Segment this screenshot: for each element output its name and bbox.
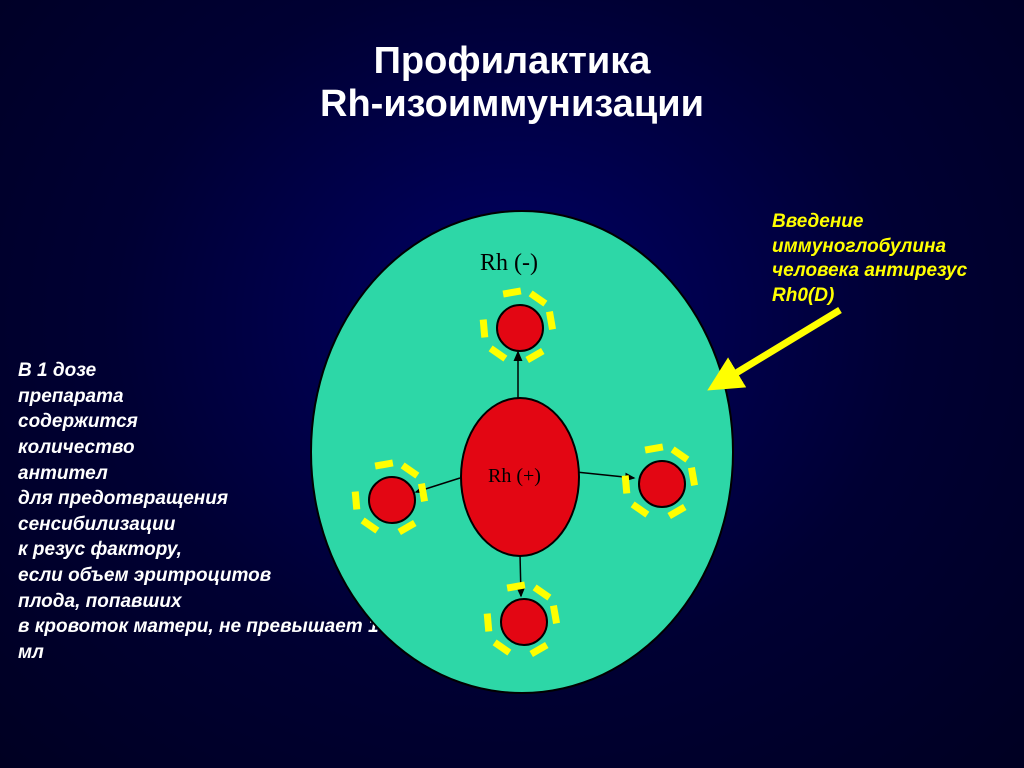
- pointer-arrow-icon: [0, 0, 1024, 768]
- slide-root: Профилактика Rh-изоиммунизации Введение …: [0, 0, 1024, 768]
